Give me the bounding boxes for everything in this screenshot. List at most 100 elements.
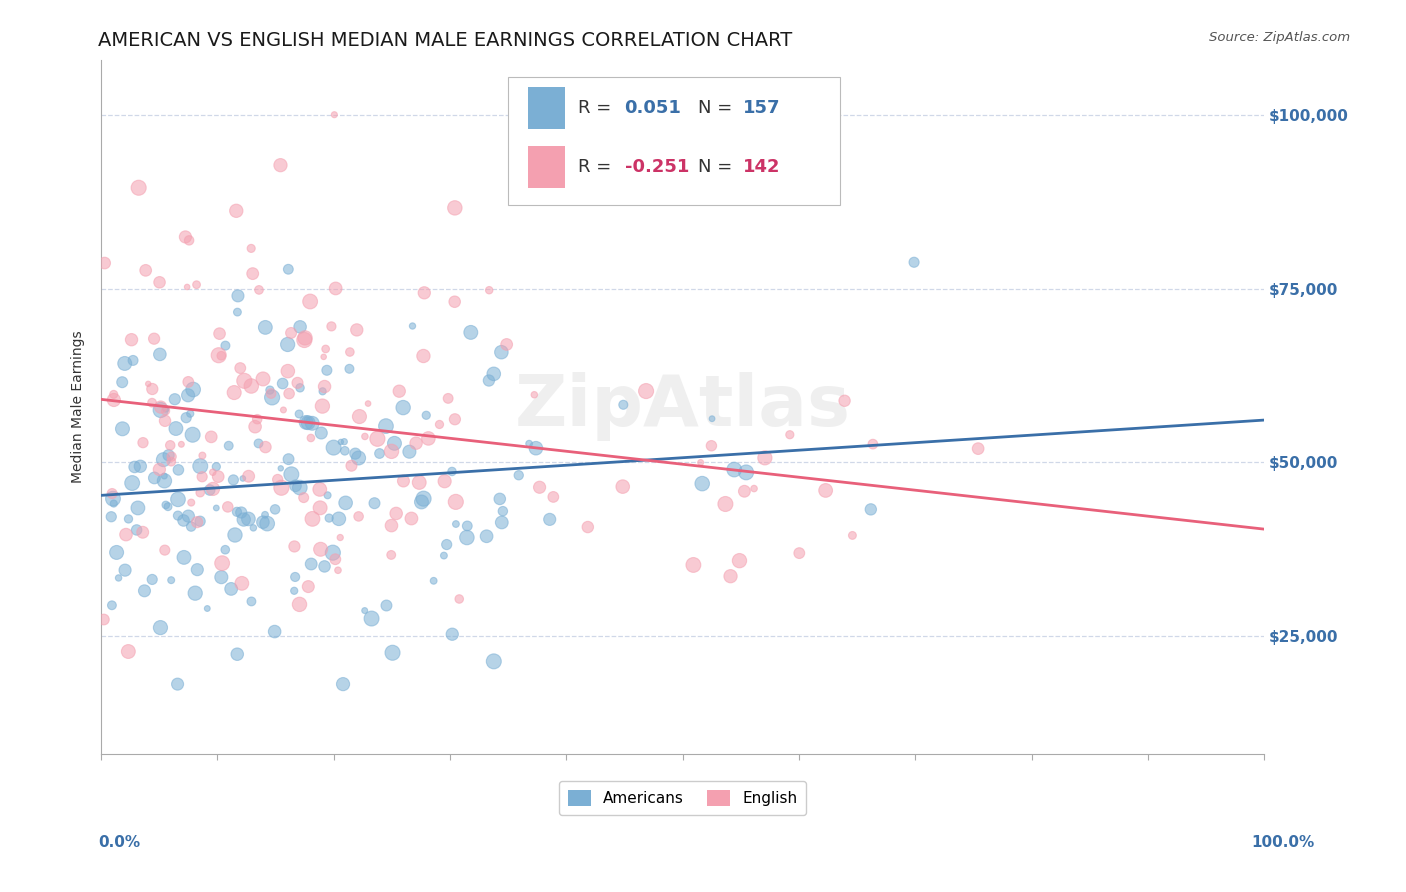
Point [517, 436, 540, 450]
Point [141, 382, 163, 396]
Point [301, 512, 323, 526]
Point [191, 449, 214, 463]
Point [333, 434, 356, 449]
Point [152, 452, 174, 467]
Point [174, 230, 197, 244]
Point [318, 511, 340, 525]
Point [143, 471, 166, 485]
Point [148, 275, 170, 289]
Point [209, 349, 232, 363]
Point [181, 383, 204, 397]
Point [224, 385, 246, 400]
Point [492, 504, 515, 518]
Point [834, 393, 856, 408]
Point [283, 540, 305, 554]
Point [329, 434, 352, 449]
Point [224, 528, 246, 542]
Point [353, 603, 375, 617]
Point [211, 556, 233, 570]
Point [153, 414, 176, 428]
Point [254, 440, 277, 454]
Point [297, 580, 319, 594]
Point [208, 348, 231, 362]
Point [576, 520, 599, 534]
Point [159, 438, 181, 452]
Text: N =: N = [697, 158, 738, 176]
Point [543, 490, 565, 504]
Point [247, 283, 270, 297]
Point [728, 554, 751, 568]
Point [339, 345, 361, 359]
Point [380, 518, 402, 533]
Point [733, 484, 755, 499]
Point [314, 559, 336, 574]
Point [508, 468, 530, 483]
Point [280, 326, 302, 340]
Point [166, 677, 188, 691]
Point [700, 439, 723, 453]
Point [188, 485, 211, 500]
Point [188, 514, 211, 528]
Point [270, 481, 292, 495]
Point [787, 546, 810, 560]
Point [173, 550, 195, 565]
Point [176, 280, 198, 294]
Point [368, 446, 391, 460]
Point [233, 374, 256, 388]
Text: 0.0%: 0.0% [98, 836, 141, 850]
Point [385, 507, 408, 521]
Point [295, 413, 318, 427]
Point [401, 318, 423, 333]
Point [384, 436, 406, 450]
Point [148, 462, 170, 476]
Point [270, 461, 292, 475]
Point [117, 512, 139, 526]
Point [344, 447, 367, 461]
Point [433, 549, 456, 563]
Point [180, 495, 202, 509]
Point [523, 388, 546, 402]
Point [184, 586, 207, 600]
Point [357, 396, 380, 410]
Point [153, 469, 176, 483]
Point [742, 482, 765, 496]
Point [153, 474, 176, 488]
Point [449, 592, 471, 607]
Point [103, 387, 125, 401]
Point [529, 480, 551, 494]
Text: 157: 157 [744, 99, 780, 117]
Point [339, 361, 361, 376]
Point [720, 569, 742, 583]
Text: 100.0%: 100.0% [1251, 836, 1315, 850]
Point [160, 450, 183, 464]
Point [287, 376, 309, 390]
Point [308, 483, 330, 497]
Point [299, 431, 322, 445]
Point [814, 483, 837, 498]
Point [214, 542, 236, 557]
Point [354, 429, 377, 443]
Point [316, 488, 339, 502]
Point [967, 442, 990, 456]
Point [155, 498, 177, 512]
Point [201, 482, 224, 496]
Point [232, 512, 254, 526]
Bar [529, 146, 565, 188]
Point [398, 444, 420, 458]
Point [436, 537, 458, 551]
Point [689, 455, 711, 469]
Point [444, 495, 467, 509]
Text: -0.251: -0.251 [624, 158, 689, 176]
Point [225, 203, 247, 218]
Point [280, 467, 302, 482]
Point [240, 379, 263, 393]
Point [444, 201, 467, 215]
Point [177, 388, 200, 402]
Point [259, 383, 281, 397]
Point [482, 654, 505, 668]
Point [93, 256, 115, 270]
Point [375, 599, 398, 613]
Point [179, 233, 201, 247]
Point [346, 323, 368, 337]
Point [269, 158, 291, 172]
